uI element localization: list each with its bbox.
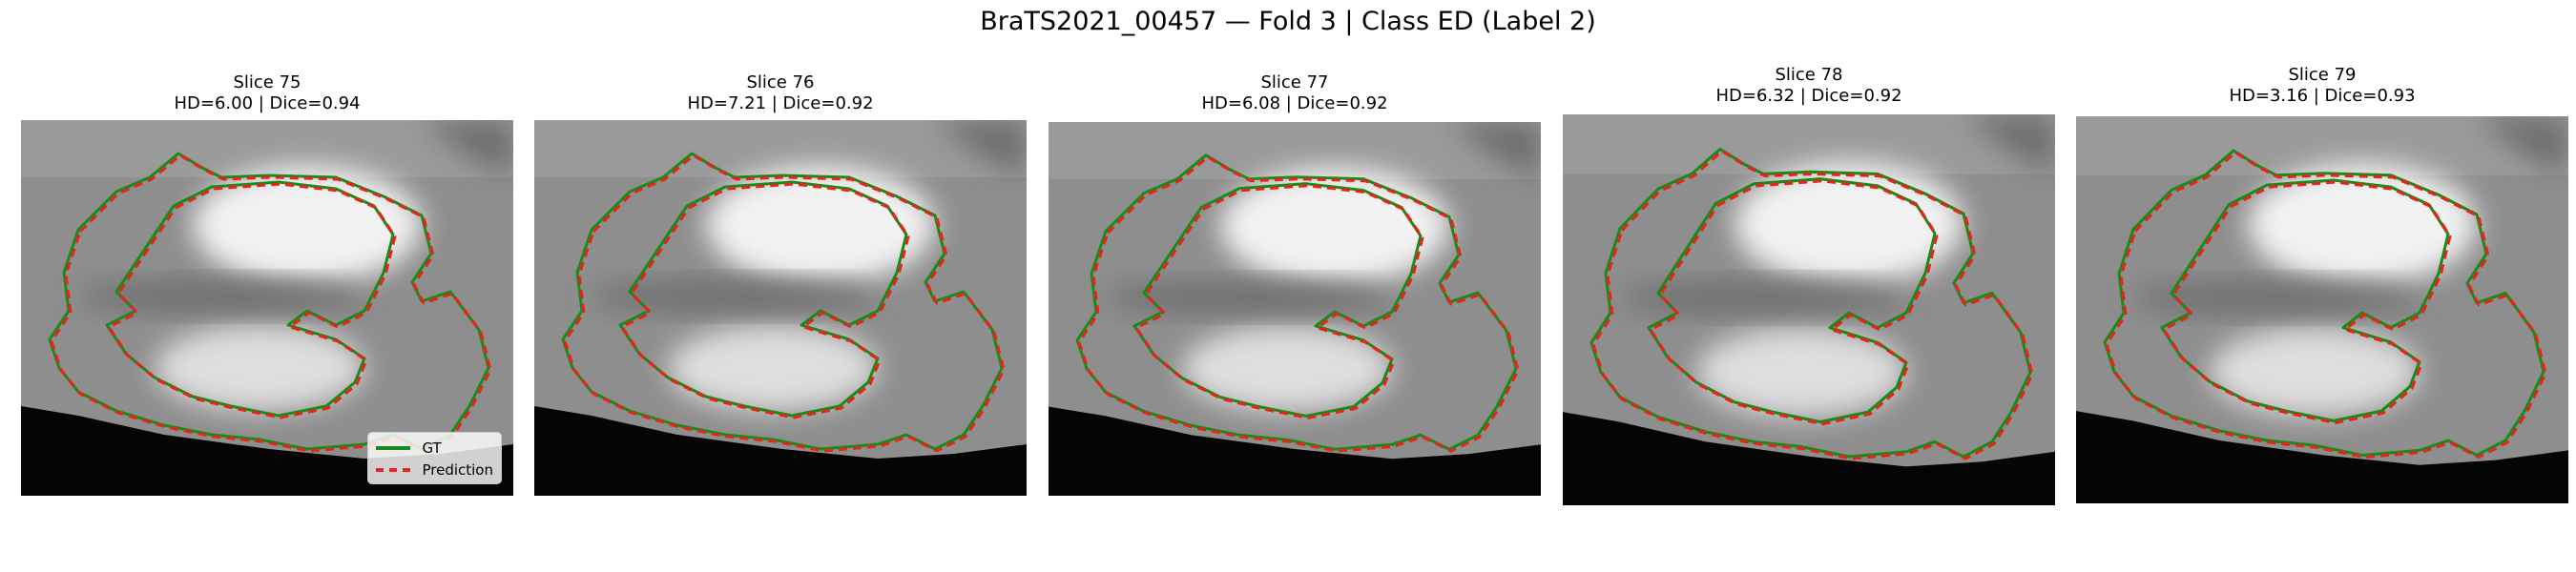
metrics-label: HD=3.16 | Dice=0.93 [2229,86,2416,106]
panel-title: Slice 75 HD=6.00 | Dice=0.94 [21,72,513,114]
legend: GT Prediction [367,432,502,484]
figure-title: BraTS2021_00457 — Fold 3 | Class ED (Lab… [980,7,1596,36]
legend-gt-label: GT [422,439,442,457]
slice-label: Slice 76 [746,72,815,92]
slice-label: Slice 78 [1775,65,1843,85]
panel-title: Slice 79 HD=3.16 | Dice=0.93 [2076,65,2568,107]
mri-slice-image [534,120,1027,496]
legend-prediction-label: Prediction [422,460,493,479]
panel-title: Slice 77 HD=6.08 | Dice=0.92 [1049,72,1541,114]
mri-slice-image: GT Prediction [21,120,513,496]
mri-slice-image [2076,116,2568,503]
mri-slice-image [1049,122,1541,496]
panel-title: Slice 76 HD=7.21 | Dice=0.92 [534,72,1027,114]
mri-slice-image [1563,114,2055,505]
metrics-label: HD=6.00 | Dice=0.94 [174,93,361,113]
metrics-label: HD=6.32 | Dice=0.92 [1715,86,1902,106]
gt-line-swatch [376,445,411,450]
legend-item-prediction: Prediction [376,459,493,480]
slice-label: Slice 79 [2288,65,2357,85]
slice-label: Slice 75 [233,72,301,92]
legend-item-gt: GT [376,437,493,459]
prediction-line-swatch [376,467,411,472]
metrics-label: HD=6.08 | Dice=0.92 [1201,93,1388,113]
metrics-label: HD=7.21 | Dice=0.92 [687,93,874,113]
slice-label: Slice 77 [1260,72,1329,92]
panel-title: Slice 78 HD=6.32 | Dice=0.92 [1563,65,2055,107]
